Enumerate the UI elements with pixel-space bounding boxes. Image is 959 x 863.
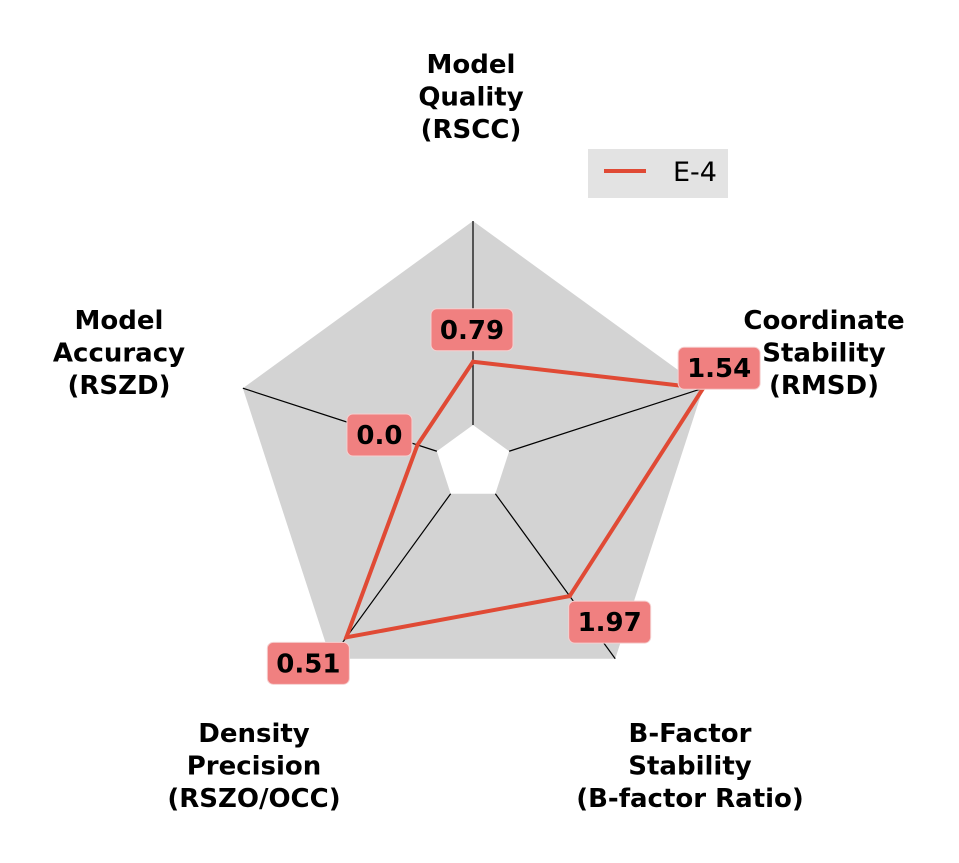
radar-spoke bbox=[330, 493, 452, 660]
radar-center-hole bbox=[436, 425, 510, 494]
radar-spoke bbox=[508, 387, 704, 452]
data-point bbox=[471, 359, 475, 364]
legend-box bbox=[588, 149, 728, 198]
value-label-box bbox=[430, 308, 514, 352]
data-point bbox=[567, 594, 572, 599]
axis-label: B-Factor Stability (B-factor Ratio) bbox=[576, 719, 804, 814]
axis-labels: Model Quality (RSCC) Coordinate Stability (RM… bbox=[53, 50, 905, 814]
value-label-box bbox=[568, 600, 652, 644]
value-label-box bbox=[677, 346, 761, 390]
axis-label: Coordinate Stability (RMSD) bbox=[743, 306, 904, 401]
value-label: 0.0 bbox=[356, 421, 402, 451]
series-line bbox=[343, 359, 707, 640]
value-label: 1.54 bbox=[687, 354, 751, 384]
value-label: 0.79 bbox=[440, 316, 504, 346]
value-label-box bbox=[346, 413, 413, 457]
axis-label: Model Accuracy (RSZD) bbox=[53, 306, 185, 401]
value-label: 1.97 bbox=[578, 608, 642, 638]
value-labels: 0.79 1.54 1.97 0.51 0.0 bbox=[266, 308, 761, 685]
value-label: 0.51 bbox=[276, 649, 340, 679]
data-point bbox=[344, 635, 349, 640]
axis-label: Density Precision (RSZO/OCC) bbox=[167, 719, 340, 814]
axis-label: Model Quality (RSCC) bbox=[418, 50, 523, 145]
value-label-box bbox=[266, 641, 350, 685]
legend: E-4 bbox=[588, 149, 728, 198]
data-point bbox=[415, 442, 420, 447]
legend-label-e4: E-4 bbox=[673, 157, 717, 188]
